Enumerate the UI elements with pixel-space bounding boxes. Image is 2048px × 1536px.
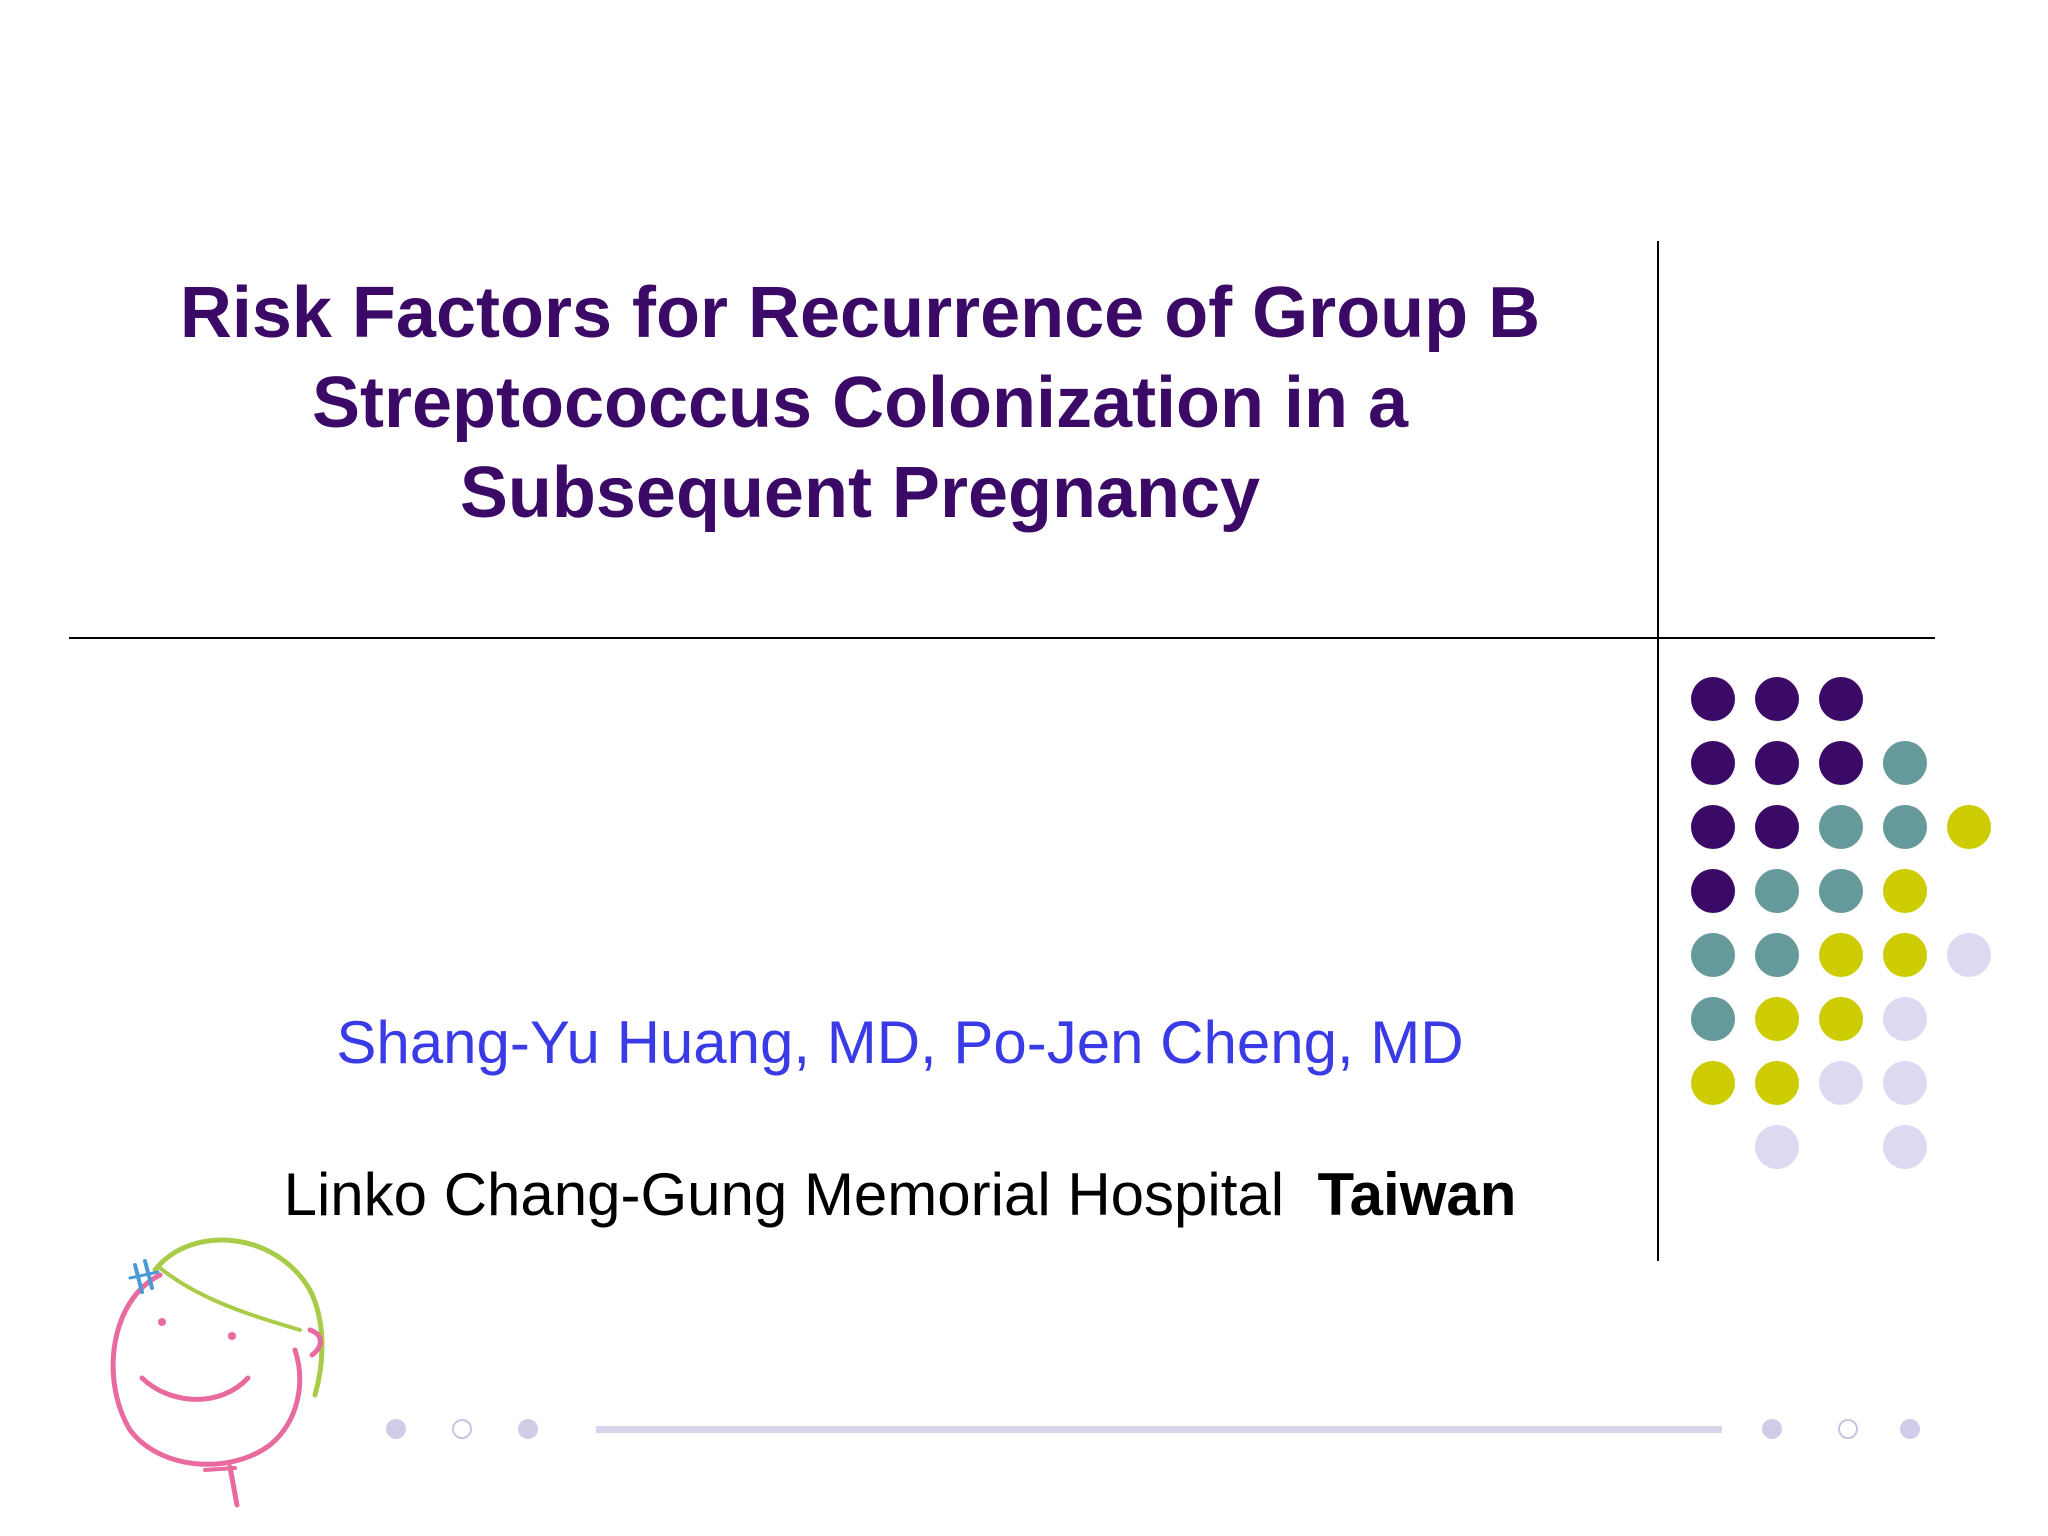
grid-dot [1755, 1125, 1799, 1169]
grid-dot [1755, 805, 1799, 849]
grid-dot [1691, 933, 1735, 977]
grid-dot [1755, 677, 1799, 721]
smiling-face-logo-icon [110, 1237, 325, 1508]
footer-dot [386, 1419, 406, 1439]
grid-dot [1819, 869, 1863, 913]
grid-dot [1691, 997, 1735, 1041]
footer-dot [452, 1419, 472, 1439]
country-name: Taiwan [1317, 1161, 1517, 1228]
title-line-3: Subsequent Pregnancy [459, 453, 1261, 533]
grid-dot [1755, 869, 1799, 913]
authors: Shang-Yu Huang, MD, Po-Jen Cheng, MD [336, 1009, 1464, 1076]
grid-dot [1819, 741, 1863, 785]
grid-dot [1819, 933, 1863, 977]
title-line-1: Risk Factors for Recurrence of Group B [179, 273, 1541, 353]
title-line-2: Streptococcus Colonization in a [311, 363, 1409, 443]
footer-dot [1762, 1419, 1782, 1439]
grid-dot [1819, 1061, 1863, 1105]
slide-title: Risk Factors for Recurrence of Group B S… [60, 268, 1660, 538]
grid-dot [1691, 805, 1735, 849]
grid-dot [1819, 805, 1863, 849]
grid-dot [1947, 933, 1991, 977]
grid-dot [1883, 1061, 1927, 1105]
horizontal-divider [69, 637, 1935, 639]
grid-dot [1691, 677, 1735, 721]
grid-dot [1883, 997, 1927, 1041]
grid-dot [1691, 869, 1735, 913]
affiliation: Linko Chang-Gung Memorial Hospital Taiwa… [0, 1155, 1800, 1235]
grid-dot [1883, 933, 1927, 977]
footer-bar [596, 1426, 1722, 1433]
grid-dot [1883, 741, 1927, 785]
footer-dot [1900, 1419, 1920, 1439]
footer-dot [518, 1419, 538, 1439]
footer-dot [1838, 1419, 1858, 1439]
grid-dot [1755, 741, 1799, 785]
grid-dot [1755, 997, 1799, 1041]
grid-dot [1691, 1061, 1735, 1105]
grid-dot [1819, 997, 1863, 1041]
grid-dot [1947, 805, 1991, 849]
vertical-divider [1657, 241, 1659, 1261]
grid-dot [1883, 869, 1927, 913]
grid-dot [1883, 1125, 1927, 1169]
institution-name: Linko Chang-Gung Memorial Hospital [283, 1161, 1285, 1228]
grid-dot [1819, 677, 1863, 721]
grid-dot [1755, 933, 1799, 977]
grid-dot [1691, 741, 1735, 785]
grid-dot [1883, 805, 1927, 849]
grid-dot [1755, 1061, 1799, 1105]
